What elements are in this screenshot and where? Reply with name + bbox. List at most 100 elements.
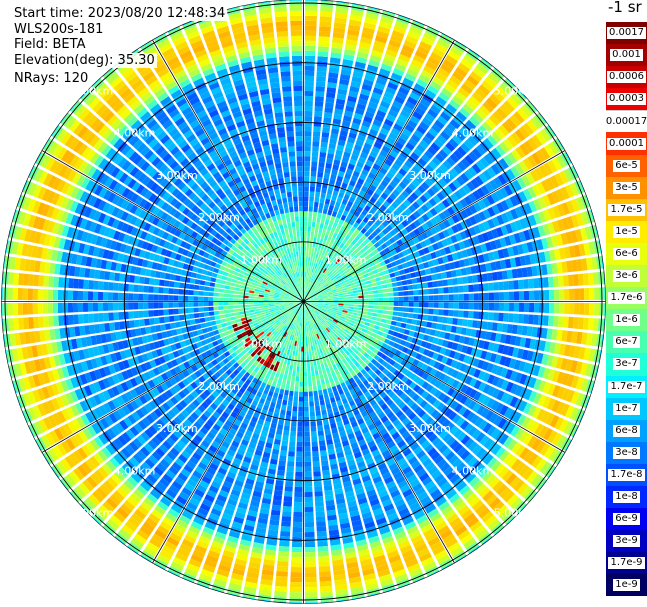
range-gate-cell: [397, 380, 405, 389]
range-gate-cell: [402, 334, 409, 341]
range-gate-cell: [477, 359, 485, 369]
range-gate-cell: [409, 567, 423, 578]
range-gate-cell: [522, 157, 533, 170]
range-gate-cell: [338, 297, 344, 300]
range-gate-cell: [579, 288, 585, 301]
range-gate-cell: [309, 351, 312, 357]
range-gate-cell: [489, 93, 501, 106]
range-gate-cell: [388, 427, 398, 436]
range-gate-cell: [542, 194, 552, 207]
range-gate-cell: [323, 296, 329, 299]
range-gate-cell: [511, 268, 518, 279]
range-gate-cell: [468, 400, 477, 410]
range-gate-cell: [419, 552, 432, 562]
range-gate-cell: [368, 336, 375, 342]
range-gate-cell: [406, 247, 414, 254]
range-gate-cell: [539, 147, 551, 160]
range-gate-cell: [274, 590, 287, 597]
range-gate-cell: [377, 462, 387, 471]
range-gate-cell: [324, 256, 329, 263]
range-gate-cell: [327, 77, 338, 84]
range-gate-cell: [316, 380, 321, 386]
range-gate-cell: [315, 405, 321, 412]
range-gate-cell: [308, 272, 312, 278]
range-gate-cell: [310, 426, 317, 432]
range-gate-cell: [511, 441, 522, 454]
range-gate-cell: [463, 54, 477, 66]
range-gate-cell: [442, 279, 449, 287]
range-gate-cell: [330, 381, 336, 388]
range-gate-cell: [377, 216, 385, 224]
range-gate-cell: [317, 327, 321, 333]
range-gate-cell: [289, 441, 296, 447]
range-gate-cell: [281, 521, 291, 527]
range-gate-cell: [348, 304, 354, 307]
range-gate-cell: [545, 177, 555, 191]
range-gate-cell: [436, 354, 444, 362]
range-gate-cell: [460, 142, 471, 153]
range-gate-cell: [305, 587, 318, 593]
range-gate-cell: [338, 192, 345, 199]
range-gate-cell: [312, 257, 315, 263]
range-gate-cell: [311, 441, 318, 447]
range-gate-cell: [353, 296, 359, 299]
range-gate-cell: [439, 347, 447, 355]
range-gate-cell: [387, 390, 396, 398]
range-gate-cell: [389, 382, 397, 390]
range-gate-cell: [295, 456, 303, 462]
range-gate-cell: [457, 87, 470, 98]
range-gate-cell: [446, 196, 455, 206]
range-gate-cell: [304, 461, 312, 467]
range-gate-cell: [306, 287, 309, 292]
range-gate-cell: [584, 288, 590, 300]
range-gate-cell: [431, 469, 442, 480]
range-gate-cell: [375, 334, 382, 340]
range-gate-cell: [429, 386, 438, 396]
range-gate-cell: [337, 337, 343, 343]
range-gate-cell: [488, 312, 494, 321]
range-gate-cell: [408, 530, 421, 540]
range-gate-cell: [304, 55, 316, 62]
range-gate-cell: [544, 144, 555, 158]
range-gate-cell: [518, 291, 525, 301]
range-gate-cell: [465, 266, 472, 275]
range-gate-cell: [423, 308, 429, 314]
range-gate-cell: [514, 372, 523, 383]
range-gate-cell: [460, 450, 471, 461]
range-gate-cell: [356, 313, 363, 317]
range-gate-cell: [493, 415, 503, 427]
range-gate-cell: [342, 267, 348, 272]
range-gate-cell: [318, 299, 324, 301]
range-gate-cell: [592, 318, 599, 331]
range-gate-cell: [290, 360, 294, 366]
range-gate-cell: [468, 293, 474, 301]
range-gate-cell: [314, 201, 319, 208]
range-gate-cell: [570, 391, 580, 405]
range-gate-cell: [309, 201, 314, 207]
range-gate-cell: [303, 266, 306, 272]
range-gate-cell: [556, 453, 565, 465]
range-gate-cell: [508, 358, 517, 369]
range-gate-cell: [336, 175, 344, 183]
range-gate-cell: [397, 344, 405, 352]
range-gate-cell: [283, 358, 288, 365]
range-gate-cell: [402, 146, 412, 155]
range-gate-cell: [305, 306, 308, 311]
range-gate-cell: [481, 511, 494, 523]
range-gate-cell: [307, 336, 310, 342]
range-gate-cell: [323, 424, 330, 431]
range-gate-cell: [331, 310, 337, 314]
range-gate-cell: [518, 160, 529, 173]
range-gate-cell: [447, 50, 461, 61]
range-gate-cell: [324, 167, 331, 174]
range-gate-cell: [383, 247, 391, 254]
range-gate-cell: [293, 345, 297, 351]
range-gate-cell: [368, 345, 375, 352]
range-gate-cell: [515, 444, 526, 457]
range-gate-cell: [392, 449, 401, 458]
range-gate-cell: [308, 302, 314, 305]
range-gate-cell: [509, 114, 521, 127]
range-gate-cell: [528, 302, 535, 313]
range-gate-cell: [521, 349, 529, 360]
range-gate-cell: [514, 428, 525, 440]
